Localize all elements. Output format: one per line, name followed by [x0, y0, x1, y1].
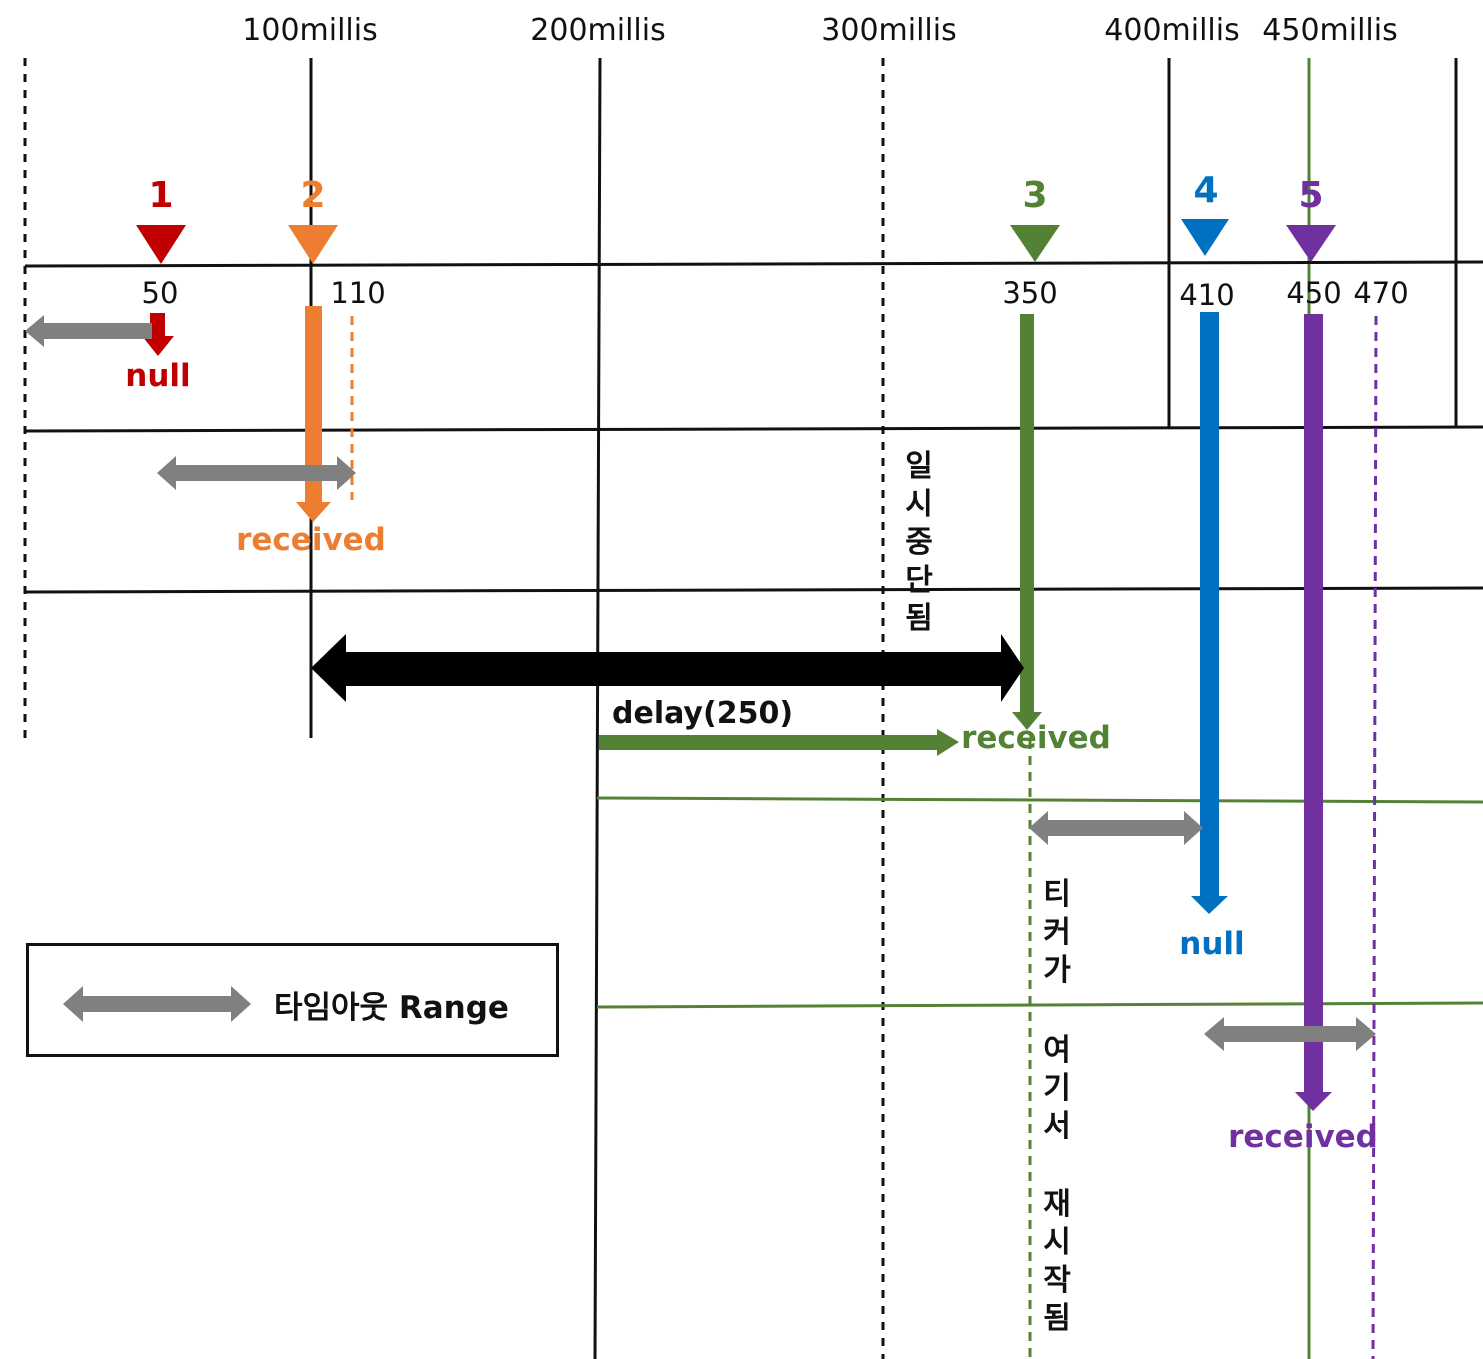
- restart-note-char: 됨: [1043, 1301, 1071, 1336]
- axis-tick-200: 200millis: [530, 13, 665, 48]
- main-timeline: [24, 260, 1483, 268]
- restart-note-char: 여: [1043, 1033, 1071, 1068]
- timeout-range-4: [1029, 811, 1203, 845]
- event-number-1: 1: [148, 175, 173, 216]
- row-line-green-2: [596, 1001, 1483, 1009]
- axis-tick-100: 100millis: [242, 13, 377, 48]
- event-result-5: received: [1228, 1119, 1378, 1155]
- pause-note-char: 됨: [905, 601, 933, 636]
- event-result-4: null: [1179, 926, 1244, 962]
- restart-note-char: 작: [1043, 1263, 1071, 1298]
- delay-label: delay(250): [612, 696, 793, 731]
- event-arrow-4: [1191, 312, 1228, 914]
- value-label-470: 470: [1353, 276, 1408, 310]
- legend-label: 타임아웃 Range: [274, 990, 509, 1026]
- event-marker-3: [1010, 225, 1060, 262]
- event-marker-4: [1181, 219, 1229, 256]
- grid-line-200: [593, 57, 602, 1359]
- timeout-range-legend-icon: [63, 986, 251, 1022]
- restart-note: 티 커 가 여 기 서 재 시 작 됨: [1043, 877, 1071, 1336]
- value-label-50: 50: [142, 276, 179, 310]
- restart-note-char: 서: [1043, 1109, 1071, 1144]
- event-arrow-3: [1012, 314, 1042, 730]
- pause-note-char: 중: [905, 525, 933, 560]
- event-arrow-2: [296, 306, 331, 522]
- timeout-range-1: [25, 315, 152, 347]
- restart-note-char: 기: [1043, 1071, 1071, 1106]
- event-marker-2: [288, 225, 338, 264]
- row-line-1: [24, 425, 1483, 433]
- event-number-3: 3: [1022, 175, 1047, 216]
- timeout-range-5: [1204, 1017, 1376, 1051]
- row-line-green-1: [596, 796, 1483, 804]
- timeout-range-2: [157, 456, 356, 490]
- axis-tick-450: 450millis: [1262, 13, 1397, 48]
- legend: 타임아웃 Range: [26, 943, 559, 1057]
- event-number-4: 4: [1193, 170, 1218, 211]
- pause-note: 일 시 중 단 됨: [905, 449, 933, 636]
- value-label-350: 350: [1002, 276, 1057, 310]
- delay-double-arrow: [311, 634, 1024, 702]
- axis-tick-400: 400millis: [1104, 13, 1239, 48]
- event-result-2: received: [236, 522, 386, 558]
- event-number-2: 2: [300, 175, 325, 216]
- pause-note-char: 시: [905, 487, 933, 522]
- event-arrow-1: [142, 313, 174, 356]
- pause-note-char: 일: [905, 449, 933, 484]
- restart-note-char: 커: [1043, 915, 1071, 950]
- restart-note-char: 재: [1043, 1187, 1071, 1222]
- value-label-110: 110: [330, 276, 385, 310]
- event-result-1: null: [125, 358, 190, 394]
- value-label-450: 450: [1286, 276, 1341, 310]
- restart-note-char: 가: [1043, 953, 1071, 988]
- row-line-2: [24, 586, 1483, 594]
- deadline-line-470: [1371, 315, 1378, 1359]
- axis-tick-300: 300millis: [821, 13, 956, 48]
- event-marker-5: [1286, 225, 1336, 262]
- event-number-5: 5: [1298, 175, 1323, 216]
- delay-green-arrow: [599, 729, 959, 756]
- event-result-3: received: [961, 720, 1111, 756]
- value-label-410: 410: [1179, 278, 1234, 312]
- pause-note-char: 단: [905, 563, 933, 598]
- event-marker-1: [136, 225, 186, 264]
- restart-note-char: 티: [1043, 877, 1071, 912]
- restart-note-char: 시: [1043, 1225, 1071, 1260]
- event-arrow-5: [1295, 314, 1332, 1111]
